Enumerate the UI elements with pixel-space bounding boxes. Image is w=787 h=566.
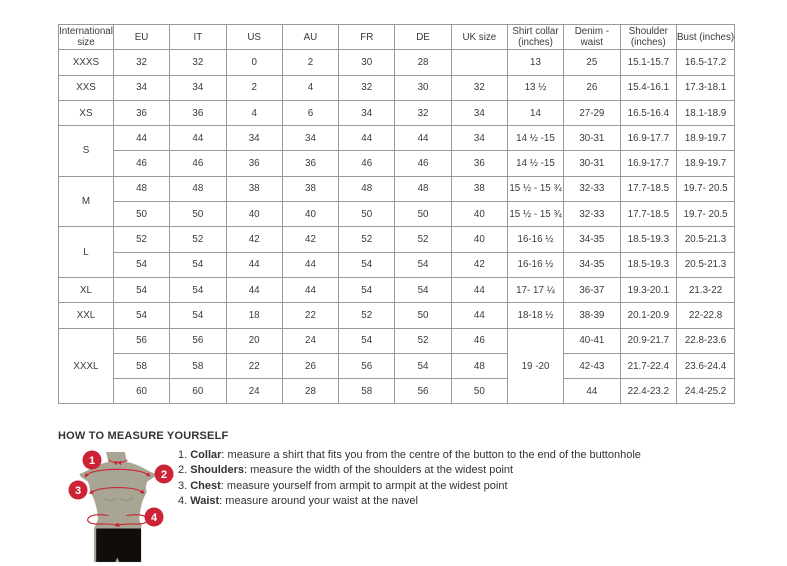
svg-text:3: 3 — [75, 485, 81, 497]
svg-text:1: 1 — [89, 455, 95, 467]
svg-text:2: 2 — [161, 469, 167, 481]
svg-text:4: 4 — [151, 512, 158, 524]
